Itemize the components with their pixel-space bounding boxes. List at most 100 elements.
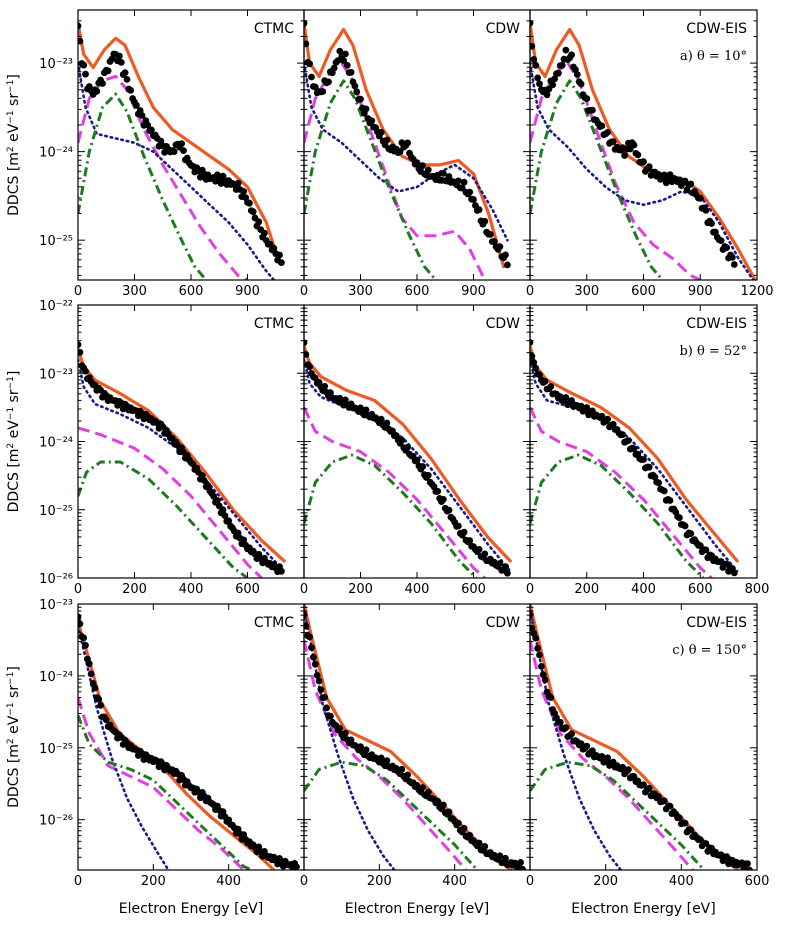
panel-b-ctmc: 0 200 400 600 CTMC 10⁻²⁶ 10⁻²⁵ 10⁻²⁴ 10⁻²³ 10⁻²²	[39, 299, 305, 597]
series-total-a-2	[530, 21, 757, 280]
angle-annotation: c) θ = 150°	[672, 643, 747, 658]
experiment-point	[625, 766, 632, 773]
y-tick-label: 10⁻²⁶	[39, 572, 73, 587]
experiment-point	[746, 866, 753, 870]
experiment-point	[330, 64, 338, 72]
experiment-point	[530, 359, 538, 366]
experiment-point	[336, 47, 344, 55]
x-tick-label: 0	[300, 874, 308, 889]
experiment-point	[93, 87, 101, 95]
experiment-point	[621, 152, 628, 159]
axes-frame	[303, 603, 531, 871]
experiment-point	[662, 179, 670, 187]
x-tick-label: 200	[141, 874, 166, 889]
experiment-point	[315, 677, 323, 685]
experiment-point	[568, 730, 575, 738]
experiment-point	[517, 859, 524, 866]
experiment-point	[362, 746, 370, 754]
experiment-point	[496, 560, 504, 567]
experiment-point	[604, 415, 611, 423]
x-tick-label: 600	[235, 582, 260, 597]
experiment-point	[321, 382, 329, 390]
experiment-point	[440, 801, 447, 809]
experiment-point	[640, 456, 647, 463]
experiment-point	[214, 497, 221, 504]
experiment-point	[148, 126, 155, 134]
experiment-point	[133, 101, 140, 109]
experiment-points-c-0	[78, 613, 300, 870]
experiment-point	[645, 784, 653, 792]
experiment-point	[234, 179, 242, 187]
series-total-c-1	[304, 604, 513, 870]
experiment-point	[225, 517, 233, 525]
experiment-points-a-1	[304, 19, 511, 269]
experiment-point	[604, 129, 611, 136]
experiment-point	[398, 436, 406, 444]
experiment-point	[481, 217, 489, 225]
x-tick-label: 400	[442, 874, 467, 889]
experiment-point	[308, 73, 315, 81]
angle-annotation: a) θ = 10°	[680, 49, 747, 64]
x-tick-label: 200	[367, 874, 392, 889]
experiment-point	[419, 463, 427, 470]
panel-a-cdw: 0 300 600 900 CDW	[300, 9, 531, 299]
y-axis-label: DDCS [m2 eV−1 sr−1]	[6, 371, 22, 513]
experiment-point	[551, 75, 558, 83]
experiment-point	[311, 660, 319, 668]
experiment-point	[127, 87, 135, 94]
experiment-point	[398, 765, 406, 773]
experiment-point	[117, 59, 125, 66]
experiment-points-c-1	[304, 611, 526, 870]
experiment-point	[598, 122, 606, 130]
experiment-point	[351, 82, 359, 90]
x-tick-label: 400	[405, 582, 430, 597]
experiment-point	[630, 773, 638, 780]
experiment-point	[687, 180, 695, 188]
experiment-point	[317, 686, 325, 694]
x-tick-label: 300	[574, 284, 599, 299]
series-blue-dotted-b-0	[78, 358, 286, 573]
experiment-point	[568, 397, 575, 404]
experiment-point	[589, 747, 596, 755]
experiment-point	[490, 238, 498, 245]
experiment-point	[568, 51, 575, 59]
experiment-point	[539, 671, 547, 679]
experiment-point	[619, 431, 627, 438]
experiment-point	[687, 826, 695, 834]
experiment-point	[404, 443, 411, 451]
series-blue-dotted-a-2	[530, 61, 755, 280]
experiment-point	[304, 40, 310, 48]
experiment-point	[357, 95, 364, 103]
experiment-point	[87, 670, 95, 678]
experiment-point	[609, 420, 617, 428]
experiment-point	[121, 69, 129, 76]
experiment-point	[562, 46, 570, 54]
experiment-point	[424, 788, 432, 796]
experiment-point	[577, 740, 585, 747]
x-tick-label: 200	[348, 582, 373, 597]
experiment-point	[419, 784, 426, 791]
experiment-point	[304, 19, 308, 27]
experiment-point	[589, 106, 596, 114]
experiment-point	[660, 487, 668, 495]
experiment-point	[681, 522, 689, 530]
panel-title: CDW	[486, 21, 521, 37]
experiment-point	[440, 169, 447, 177]
experiment-point	[547, 383, 555, 390]
experiment-point	[178, 140, 186, 148]
experiment-point	[455, 177, 462, 185]
experiment-point	[97, 702, 104, 709]
series-total-b-0	[78, 347, 286, 563]
experiment-point	[440, 496, 447, 503]
y-tick-label: 10⁻²³	[39, 57, 73, 72]
experiment-point	[717, 237, 725, 245]
y-axis-label: DDCS [m2 eV−1 sr−1]	[6, 666, 22, 808]
experiment-point	[534, 644, 541, 652]
experiment-point	[455, 819, 462, 827]
experiment-point	[536, 651, 543, 659]
experiment-point	[377, 415, 385, 423]
x-tick-label: 1200	[740, 284, 773, 299]
experiment-point	[723, 244, 731, 252]
panel-c-cdw: 0 200 400 CDW	[300, 603, 531, 889]
angle-annotation: b) θ = 52°	[679, 344, 747, 359]
